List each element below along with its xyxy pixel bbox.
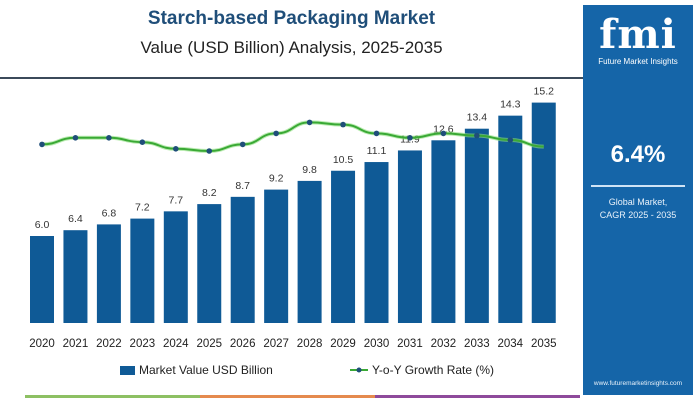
cagr-value: 6.4% [610,141,666,168]
bar-value-label-2034: 14.3 [500,99,521,111]
x-tick-label-2021: 2021 [63,338,89,350]
growth-point-2027 [273,130,279,137]
cagr-label-line2: CAGR 2025 - 2035 [599,210,677,220]
summary-panel: fmi Future Market Insights 6.4% Global M… [583,5,693,395]
bar-2022 [96,224,121,323]
x-tick-label-2032: 2032 [431,338,457,350]
bar-2028 [297,180,322,323]
growth-line [41,121,544,153]
x-tick-label-2035: 2035 [531,338,557,350]
growth-point-2024 [173,146,179,152]
cagr-label-line1: Global Market, [608,197,668,207]
x-tick-label-2026: 2026 [230,338,256,350]
x-tick-label-2031: 2031 [397,338,423,350]
x-tick-label-2023: 2023 [130,338,156,350]
bar-2034 [498,115,523,324]
footer-stripe-purple [375,395,580,398]
growth-point-2022 [106,135,112,141]
growth-point-2026 [239,141,246,148]
legend-swatch-line [350,367,368,373]
fmi-logo: fmi [599,11,677,58]
x-tick-label-2020: 2020 [29,338,55,350]
x-tick-label-2024: 2024 [163,338,189,350]
bar-value-label-2029: 10.5 [333,154,354,166]
header-divider [0,77,583,79]
x-tick-label-2027: 2027 [263,338,289,350]
footer-stripe-green [25,395,200,398]
bar-value-label-2022: 6.8 [102,207,117,219]
bar-2030 [364,162,389,323]
bar-2031 [397,150,422,323]
bar-2033 [464,128,489,323]
growth-point-2021 [72,135,79,141]
growth-point-2028 [306,119,313,126]
bar-value-label-2035: 15.2 [534,86,555,98]
bar-2020 [30,236,54,323]
growth-point-2032 [440,130,447,137]
growth-point-2030 [373,130,380,137]
x-tick-label-2028: 2028 [297,338,323,350]
bar-2026 [230,196,255,323]
bar-value-label-2026: 8.7 [235,180,250,192]
bar-value-label-2033: 13.4 [467,112,488,124]
bar-value-label-2020: 6.0 [35,219,50,231]
bar-value-label-2024: 7.7 [168,194,183,206]
legend-label-bars: Market Value USD Billion [139,363,273,377]
growth-point-2020 [39,141,45,148]
bar-value-label-2027: 9.2 [269,173,284,185]
growth-point-2029 [340,121,346,128]
bar-2024 [163,211,188,323]
legend-item-line: Y-o-Y Growth Rate (%) [350,363,494,377]
website-link[interactable]: www.futuremarketinsights.com [593,380,683,387]
chart-plot: 6.0 2020 6.4 2021 6.8 2022 7.2 2023 7.7 2024 8.2 20… [29,86,557,350]
growth-point-2023 [139,139,146,145]
bar-value-label-2028: 9.8 [302,164,317,176]
bar-2025 [197,204,222,323]
bar-value-label-2021: 6.4 [68,213,83,225]
bar-value-label-2025: 8.2 [202,187,217,199]
x-tick-label-2029: 2029 [330,338,356,350]
chart-subtitle: Value (USD Billion) Analysis, 2025-2035 [140,38,443,57]
cagr-label: Global Market, CAGR 2025 - 2035 [583,196,693,222]
growth-point-2033 [474,132,480,139]
x-tick-label-2033: 2033 [464,338,490,350]
legend-label-line: Y-o-Y Growth Rate (%) [372,363,495,377]
footer-stripe-orange [200,395,375,398]
growth-point-2034 [507,137,514,143]
x-tick-label-2022: 2022 [96,338,122,350]
legend-item-bars: Market Value USD Billion [120,363,273,377]
bar-2029 [331,170,356,323]
bar-2023 [130,218,155,323]
x-tick-label-2034: 2034 [498,338,524,350]
legend-swatch-bars [120,365,135,375]
chart-title: Starch-based Packaging Market [147,8,436,29]
bar-value-label-2023: 7.2 [135,202,150,214]
bar-2027 [264,189,289,323]
bar-2021 [63,230,88,323]
bar-value-label-2030: 11.1 [367,145,387,157]
growth-point-2025 [206,148,213,154]
x-tick-label-2030: 2030 [364,338,390,350]
cagr-divider [591,185,685,187]
bar-2035 [531,102,556,323]
logo-subtext: Future Market Insights [598,57,678,66]
bar-2032 [431,140,456,323]
growth-point-2031 [407,135,413,141]
x-tick-label-2025: 2025 [196,338,222,350]
